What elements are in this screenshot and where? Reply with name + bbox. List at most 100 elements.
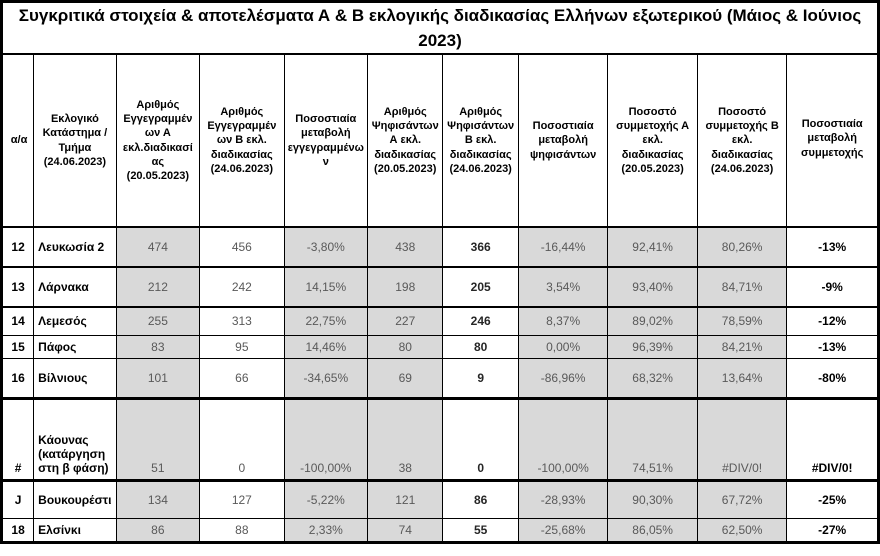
cell-voters-b: 366 <box>442 226 519 268</box>
col-header-registered-a: Αριθμός Εγγεγραμμένων Α εκλ.διαδικασίας … <box>115 53 201 228</box>
cell-station: Βουκουρέστι <box>33 479 117 519</box>
cell-station: Ελσίνκι <box>33 517 117 543</box>
cell-voters-change: -25,68% <box>517 517 609 543</box>
cell-registered-a: 51 <box>115 397 201 482</box>
cell-participation-b: 84,21% <box>696 334 788 359</box>
cell-voters-change: 8,37% <box>517 306 609 336</box>
cell-registered-change: -5,22% <box>283 479 369 519</box>
cell-participation-change: -9% <box>786 266 879 308</box>
cell-voters-a: 438 <box>367 226 444 268</box>
col-header-station: Εκλογικό Κατάστημα / Τμήμα (24.06.2023) <box>33 53 117 228</box>
cell-registered-b: 313 <box>199 306 285 336</box>
cell-station: Βίλνιους <box>33 357 117 400</box>
col-header-participation-a: Ποσοστό συμμετοχής Α εκλ. διαδικασίας (2… <box>607 53 698 228</box>
cell-voters-a: 80 <box>367 334 444 359</box>
cell-registered-b: 127 <box>199 479 285 519</box>
cell-voters-a: 69 <box>367 357 444 400</box>
cell-voters-a: 121 <box>367 479 444 519</box>
cell-registered-a: 255 <box>115 306 201 336</box>
cell-aa: 12 <box>0 226 35 268</box>
cell-participation-change: -13% <box>786 226 879 268</box>
cell-participation-a: 96,39% <box>607 334 698 359</box>
cell-registered-change: -3,80% <box>283 226 369 268</box>
col-header-registered-b: Αριθμός Εγγεγραμμένων Β εκλ. διαδικασίας… <box>199 53 285 228</box>
cell-registered-a: 83 <box>115 334 201 359</box>
cell-participation-a: 86,05% <box>607 517 698 543</box>
cell-aa: 15 <box>0 334 35 359</box>
col-header-voters-a: Αριθμός Ψηφισάντων Α εκλ. διαδικασίας (2… <box>367 53 444 228</box>
cell-participation-b: 13,64% <box>696 357 788 400</box>
cell-registered-b: 242 <box>199 266 285 308</box>
col-header-voters-change: Ποσοστιαία μεταβολή ψηφισάντων <box>517 53 609 228</box>
cell-participation-a: 68,32% <box>607 357 698 400</box>
table-row-leukosia2: 12 Λευκωσία 2 474 456 -3,80% 438 366 -16… <box>0 226 879 268</box>
table-row-larnaka: 13 Λάρνακα 212 242 14,15% 198 205 3,54% … <box>0 266 879 308</box>
cell-voters-b: 55 <box>442 517 519 543</box>
cell-registered-a: 86 <box>115 517 201 543</box>
cell-registered-a: 134 <box>115 479 201 519</box>
cell-voters-a: 74 <box>367 517 444 543</box>
cell-voters-change: 3,54% <box>517 266 609 308</box>
cell-participation-change: #DIV/0! <box>786 397 879 482</box>
cell-participation-a: 90,30% <box>607 479 698 519</box>
cell-registered-b: 95 <box>199 334 285 359</box>
cell-participation-b: 80,26% <box>696 226 788 268</box>
header-row: α/α Εκλογικό Κατάστημα / Τμήμα (24.06.20… <box>0 53 879 228</box>
table-row-lemesos: 14 Λεμεσός 255 313 22,75% 227 246 8,37% … <box>0 306 879 336</box>
cell-voters-change: -16,44% <box>517 226 609 268</box>
table-row-bucharest: J Βουκουρέστι 134 127 -5,22% 121 86 -28,… <box>0 479 879 519</box>
cell-station: Λεμεσός <box>33 306 117 336</box>
cell-registered-b: 456 <box>199 226 285 268</box>
cell-registered-a: 474 <box>115 226 201 268</box>
cell-station: Πάφος <box>33 334 117 359</box>
table-row-kaunas: # Κάουνας (κατάργηση στη β φάση) 51 0 -1… <box>0 397 879 482</box>
cell-registered-change: 14,46% <box>283 334 369 359</box>
table-row-pafos: 15 Πάφος 83 95 14,46% 80 80 0,00% 96,39%… <box>0 334 879 359</box>
cell-participation-b: 78,59% <box>696 306 788 336</box>
cell-registered-change: 14,15% <box>283 266 369 308</box>
cell-participation-b: #DIV/0! <box>696 397 788 482</box>
cell-aa: J <box>0 479 35 519</box>
col-header-participation-b: Ποσοστό συμμετοχής Β εκλ. διαδικασίας (2… <box>696 53 788 228</box>
cell-participation-a: 92,41% <box>607 226 698 268</box>
cell-participation-change: -12% <box>786 306 879 336</box>
cell-participation-change: -25% <box>786 479 879 519</box>
col-header-aa: α/α <box>0 53 35 228</box>
cell-station: Λάρνακα <box>33 266 117 308</box>
cell-participation-change: -13% <box>786 334 879 359</box>
cell-voters-change: 0,00% <box>517 334 609 359</box>
cell-aa: 16 <box>0 357 35 400</box>
cell-participation-change: -80% <box>786 357 879 400</box>
cell-participation-a: 93,40% <box>607 266 698 308</box>
cell-voters-change: -86,96% <box>517 357 609 400</box>
col-header-voters-b: Αριθμός Ψηφισάντων Β εκλ. διαδικασίας (2… <box>442 53 519 228</box>
cell-registered-change: 2,33% <box>283 517 369 543</box>
cell-aa: 18 <box>0 517 35 543</box>
cell-registered-change: -34,65% <box>283 357 369 400</box>
table-title: Συγκριτικά στοιχεία & αποτελέσματα Α & Β… <box>1 1 879 55</box>
cell-voters-b: 246 <box>442 306 519 336</box>
cell-participation-change: -27% <box>786 517 879 543</box>
cell-registered-a: 101 <box>115 357 201 400</box>
cell-registered-b: 88 <box>199 517 285 543</box>
cell-registered-b: 66 <box>199 357 285 400</box>
cell-participation-b: 67,72% <box>696 479 788 519</box>
cell-voters-change: -28,93% <box>517 479 609 519</box>
cell-aa: # <box>0 397 35 482</box>
cell-participation-b: 62,50% <box>696 517 788 543</box>
cell-voters-b: 86 <box>442 479 519 519</box>
table-row-vilnius: 16 Βίλνιους 101 66 -34,65% 69 9 -86,96% … <box>0 357 879 400</box>
table-row-helsinki: 18 Ελσίνκι 86 88 2,33% 74 55 -25,68% 86,… <box>0 517 879 543</box>
cell-voters-b: 0 <box>442 397 519 482</box>
title-row: Συγκριτικά στοιχεία & αποτελέσματα Α & Β… <box>1 1 879 55</box>
cell-station: Λευκωσία 2 <box>33 226 117 268</box>
cell-registered-b: 0 <box>199 397 285 482</box>
cell-participation-a: 89,02% <box>607 306 698 336</box>
col-header-participation-change: Ποσοστιαία μεταβολή συμμετοχής <box>786 53 879 228</box>
cell-voters-b: 9 <box>442 357 519 400</box>
cell-registered-change: -100,00% <box>283 397 369 482</box>
cell-voters-b: 80 <box>442 334 519 359</box>
cell-participation-b: 84,71% <box>696 266 788 308</box>
cell-registered-change: 22,75% <box>283 306 369 336</box>
cell-aa: 13 <box>0 266 35 308</box>
